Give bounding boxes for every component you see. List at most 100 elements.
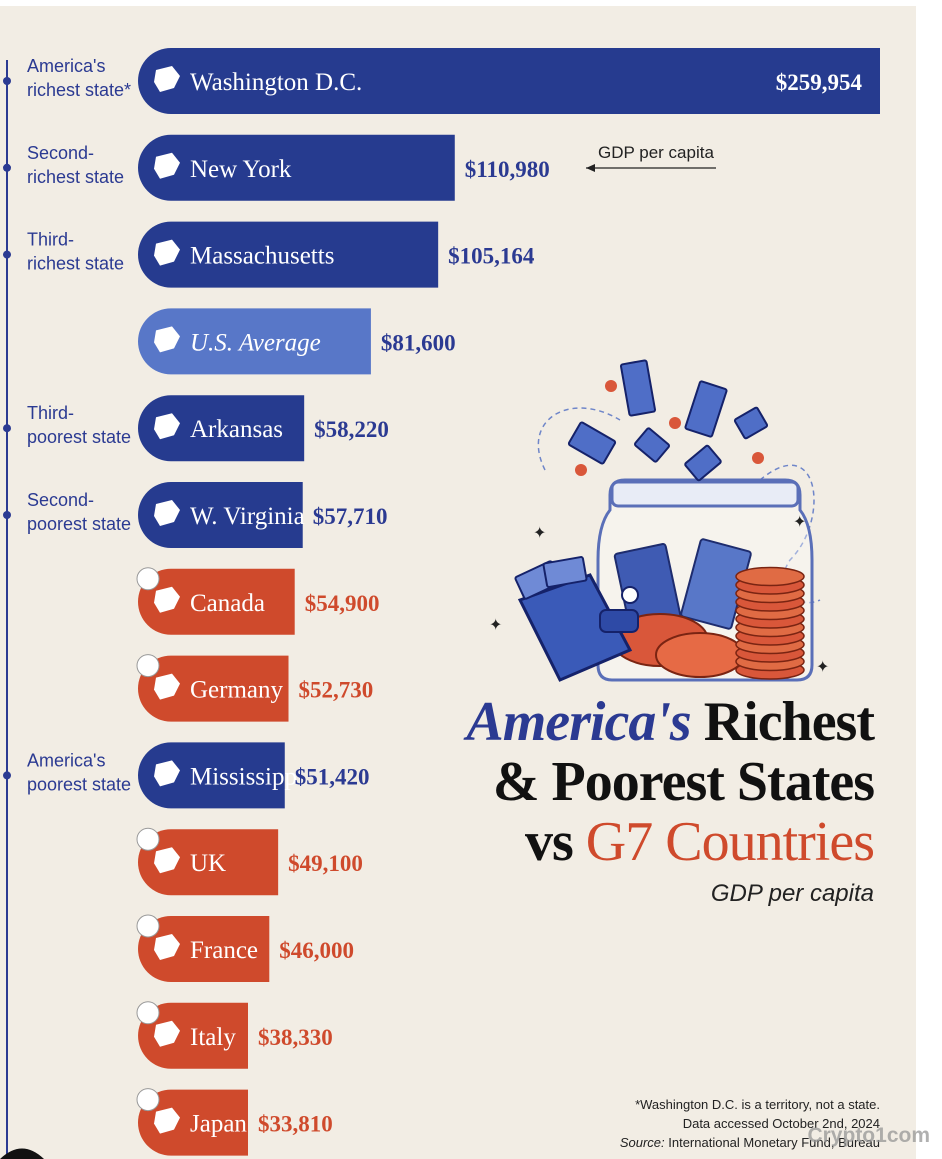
timeline-dot: [3, 250, 11, 259]
source-text: International Monetary Fund, Bureau: [668, 1135, 880, 1150]
chart-title: America's Richest & Poorest States vs G7…: [466, 691, 875, 908]
value-label: $105,164: [448, 244, 535, 269]
svg-text:✦: ✦: [533, 525, 546, 542]
money-jar-illustration: ✦ ✦ ✦ ✦: [489, 359, 829, 682]
region-shape-icon: [154, 1020, 180, 1047]
side-label: America's: [27, 750, 105, 770]
bar-label: Canada: [190, 590, 265, 617]
footnotes: *Washington D.C. is a territory, not a s…: [620, 1095, 880, 1152]
value-label: $49,100: [288, 851, 363, 876]
chart-subtitle: GDP per capita: [710, 880, 874, 907]
footnote-source: Source: International Monetary Fund, Bur…: [620, 1133, 880, 1152]
title-line-3-accent: G7 Countries: [585, 811, 875, 873]
region-shape-icon: [154, 152, 180, 179]
bar-label: W. Virginia: [190, 503, 305, 530]
bar-label: Massachusetts: [190, 243, 334, 270]
bar-label: France: [190, 937, 258, 964]
bar-france: [138, 916, 270, 982]
bar-group: Washington D.C. $259,954 New York $110,980 M…: [136, 48, 880, 1156]
value-label: $52,730: [299, 678, 374, 703]
side-label: Second-: [27, 143, 94, 163]
side-label: Third-: [27, 230, 74, 250]
watermark: Crypto1com: [807, 1124, 930, 1147]
bar-label: Washington D.C.: [190, 69, 362, 96]
side-label: richest state: [27, 167, 124, 187]
flag-icon: [136, 654, 160, 678]
bar-new-york: [138, 134, 455, 201]
value-label: $46,000: [279, 938, 354, 963]
region-shape-icon: [154, 66, 180, 92]
side-label: poorest state: [27, 514, 131, 534]
bar-uk: [138, 829, 279, 896]
flag-icon: [136, 1001, 160, 1025]
side-label: richest state*: [27, 80, 131, 100]
flag-icon: [136, 827, 160, 851]
value-label: $38,330: [258, 1025, 333, 1050]
title-accent: America's: [466, 691, 691, 753]
region-shape-icon: [154, 239, 180, 266]
bar-label: Arkansas: [190, 416, 283, 443]
region-shape-icon: [154, 847, 180, 874]
bar-canada: [138, 568, 295, 635]
timeline-dot: [3, 511, 11, 519]
bar-label: U.S. Average: [190, 329, 321, 356]
timeline-rail: America's richest state* Second-richest st…: [3, 56, 131, 1159]
bar-label: Mississippi: [190, 763, 304, 790]
side-label: America's: [27, 56, 105, 76]
flag-icon: [136, 914, 160, 938]
bar-label: UK: [190, 850, 226, 877]
side-label: poorest state: [27, 774, 131, 794]
title-line-3: vs G7 Countries: [466, 811, 875, 873]
side-label: richest state: [27, 254, 124, 274]
annotation-arrow: [586, 164, 595, 172]
bar-washington-d-c-: [138, 48, 880, 114]
side-label: Second-: [27, 490, 94, 510]
bar-label: New York: [190, 156, 292, 183]
source-label: Source:: [619, 1135, 665, 1150]
bar-germany: [138, 655, 289, 722]
title-line-1-rest: Richest: [703, 691, 875, 753]
side-label: poorest state: [27, 427, 131, 447]
value-label: $259,954: [776, 70, 863, 95]
region-shape-icon: [154, 413, 180, 440]
region-shape-icon: [154, 934, 180, 960]
bar-japan: [138, 1089, 248, 1156]
bar-w-virginia: [138, 482, 303, 548]
region-shape-icon: [154, 586, 180, 613]
svg-text:✦: ✦: [793, 514, 806, 531]
timeline-dot: [3, 163, 11, 172]
side-label: Third-: [27, 403, 74, 423]
value-label: $58,220: [314, 417, 389, 442]
title-line-1: America's Richest: [466, 691, 875, 753]
bar-label: Germany: [190, 677, 284, 704]
value-label: $81,600: [381, 330, 456, 355]
svg-text:✦: ✦: [489, 617, 502, 634]
region-shape-icon: [154, 500, 180, 526]
flag-icon: [136, 1088, 160, 1112]
right-border: [916, 0, 942, 1159]
top-border: [0, 0, 942, 6]
footnote-date: Data accessed October 2nd, 2024: [682, 1116, 880, 1131]
timeline-dot: [3, 77, 11, 85]
title-line-3-prefix: vs: [524, 811, 574, 873]
footnote-territory: *Washington D.C. is a territory, not a s…: [635, 1097, 880, 1112]
bar-massachusetts: [138, 221, 439, 288]
annotation-label: GDP per capita: [598, 143, 714, 162]
bar-arkansas: [138, 395, 305, 462]
bar-label: Italy: [190, 1024, 236, 1051]
coin: [735, 566, 805, 587]
region-shape-icon: [154, 326, 180, 353]
region-shape-icon: [154, 673, 180, 700]
bar-mississippi: [138, 742, 285, 809]
timeline-dot: [3, 424, 11, 433]
region-shape-icon: [154, 760, 180, 787]
value-label: $51,420: [295, 764, 370, 789]
svg-text:✦: ✦: [816, 659, 829, 676]
value-label: $57,710: [313, 504, 388, 529]
value-label: $110,980: [465, 157, 550, 182]
corner-mark: [0, 1148, 44, 1159]
value-label: $54,900: [305, 591, 380, 616]
region-shape-icon: [154, 1107, 180, 1134]
bar-u-s-average: [138, 308, 371, 375]
